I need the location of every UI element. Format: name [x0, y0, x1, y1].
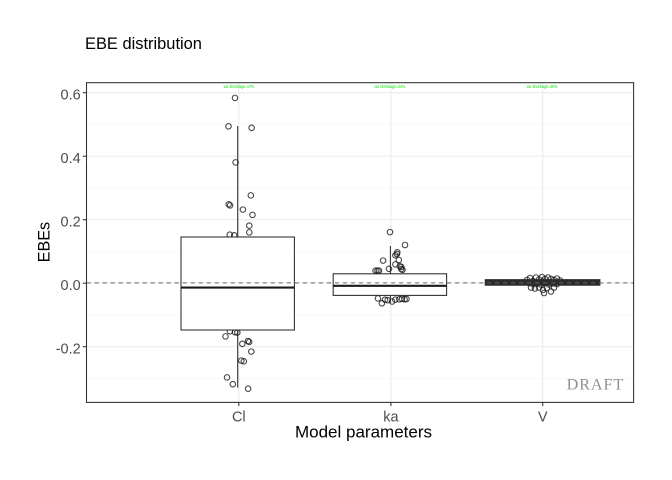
- svg-text:0.2: 0.2: [61, 214, 81, 230]
- svg-text:Model parameters: Model parameters: [295, 422, 432, 441]
- svg-text:var shrinkage=17%: var shrinkage=17%: [224, 84, 255, 89]
- svg-text:var shrinkage=30%: var shrinkage=30%: [527, 84, 558, 89]
- svg-text:DRAFT: DRAFT: [567, 376, 625, 394]
- svg-text:EBEs: EBEs: [36, 222, 54, 263]
- svg-text:Cl: Cl: [232, 409, 246, 425]
- svg-text:-0.2: -0.2: [56, 341, 81, 357]
- svg-text:0.0: 0.0: [61, 278, 81, 294]
- svg-text:EBE distribution: EBE distribution: [85, 35, 202, 53]
- svg-text:0.6: 0.6: [61, 87, 81, 103]
- svg-text:ka: ka: [383, 409, 399, 425]
- svg-text:V: V: [538, 409, 548, 425]
- svg-text:0.4: 0.4: [61, 151, 81, 167]
- svg-text:var shrinkage=24%: var shrinkage=24%: [374, 84, 405, 89]
